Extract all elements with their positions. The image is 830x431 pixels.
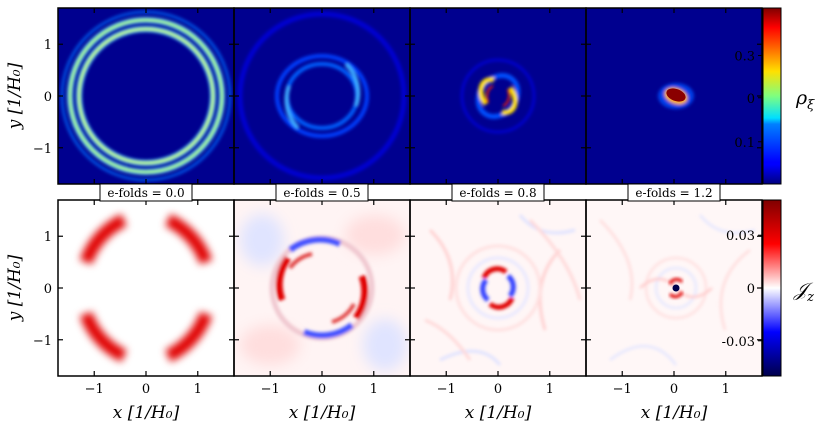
y-tick-label: 0 (44, 90, 52, 105)
rho-panel-0 (58, 8, 234, 184)
y-axis-label: y [1/H₀] (5, 62, 25, 130)
jz-panel-0 (58, 200, 234, 376)
jz-panel-1 (234, 200, 410, 376)
efolds-label: e-folds = 0.8 (459, 186, 536, 200)
efolds-label-box: e-folds = 0.5 (275, 183, 369, 202)
jz-colorbar-label: 𝒥z (793, 279, 814, 305)
efolds-label-box: e-folds = 0.0 (99, 183, 193, 202)
x-tick-label: −1 (613, 382, 632, 397)
efolds-box (627, 183, 721, 202)
y-tick-label: −1 (33, 142, 52, 157)
x-tick-label: 0 (494, 382, 502, 397)
efolds-box (451, 183, 545, 202)
efolds-label-box: e-folds = 0.8 (451, 183, 545, 202)
colorbar-tick-label: 0 (747, 92, 755, 107)
jz-panel-2 (410, 200, 586, 376)
rho-colorbar-label: ρξ (795, 87, 815, 113)
rho-panel-2 (410, 8, 586, 184)
colorbar-tick-label: -0.03 (722, 335, 755, 350)
rho-panel-3 (586, 8, 762, 184)
y-axis-label: y [1/H₀] (5, 254, 25, 322)
rho-panel-1 (234, 8, 410, 184)
x-tick-label: −1 (261, 382, 280, 397)
x-tick-label: 0 (670, 382, 678, 397)
x-tick-label: 1 (370, 382, 378, 397)
x-tick-label: 0 (142, 382, 150, 397)
colorbar-tick-label: 0.3 (734, 50, 755, 65)
efolds-label: e-folds = 0.0 (107, 186, 184, 200)
x-tick-label: 1 (722, 382, 730, 397)
y-tick-label: −1 (33, 334, 52, 349)
colorbar-tick-label: 0 (747, 282, 755, 297)
y-tick-label: 1 (44, 230, 52, 245)
x-axis-label: x [1/H₀] (289, 403, 356, 423)
rho-colorbar (762, 7, 782, 185)
efolds-label: e-folds = 1.2 (635, 186, 712, 200)
efolds-label: e-folds = 0.5 (283, 186, 360, 200)
x-tick-label: −1 (85, 382, 104, 397)
x-tick-label: 0 (318, 382, 326, 397)
x-axis-label: x [1/H₀] (113, 403, 180, 423)
efolds-box (275, 183, 369, 202)
x-tick-label: 1 (194, 382, 202, 397)
x-axis-label: x [1/H₀] (465, 403, 532, 423)
x-tick-label: 1 (546, 382, 554, 397)
y-tick-label: 1 (44, 38, 52, 53)
jz-colorbar (762, 199, 782, 377)
y-tick-label: 0 (44, 282, 52, 297)
jz-panel-3 (586, 200, 762, 376)
x-tick-label: −1 (437, 382, 456, 397)
x-axis-label: x [1/H₀] (641, 403, 708, 423)
colorbar-tick-label: 0.1 (734, 136, 755, 151)
efolds-label-box: e-folds = 1.2 (627, 183, 721, 202)
efolds-box (99, 183, 193, 202)
colorbar-tick-label: 0.03 (726, 229, 755, 244)
